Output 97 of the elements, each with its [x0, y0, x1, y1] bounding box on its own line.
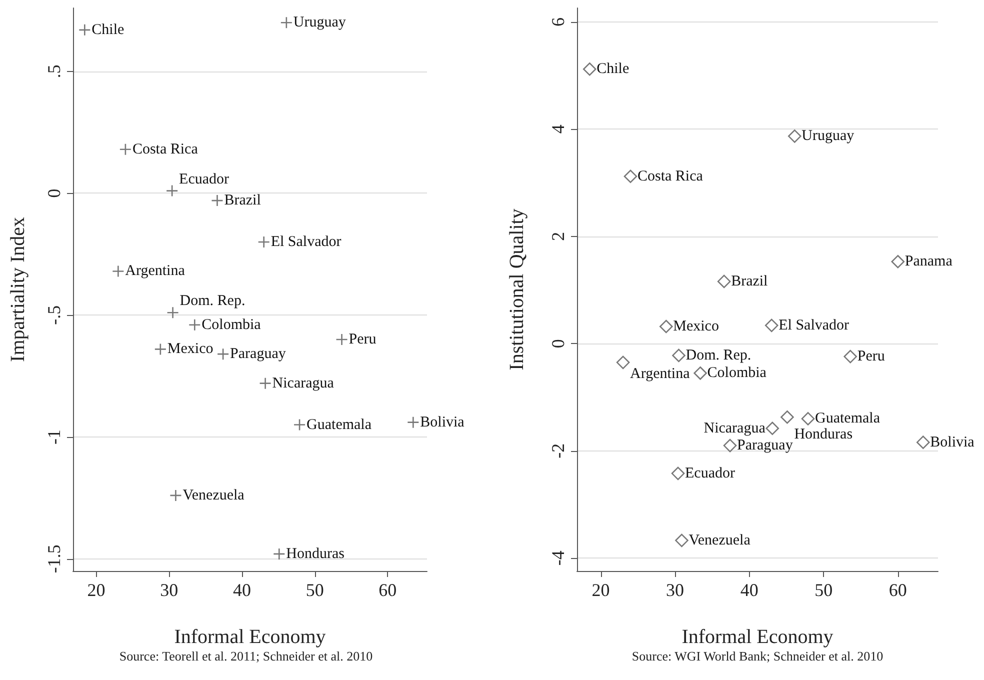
- x-tick-label: 40: [740, 580, 758, 600]
- annotation: Costa Rica: [132, 141, 198, 158]
- annotation: Dom. Rep.: [686, 347, 752, 364]
- point: [616, 356, 630, 370]
- annotation: Argentina: [630, 366, 690, 382]
- point: [216, 348, 230, 360]
- point: [723, 438, 737, 452]
- annotation: Ecuador: [179, 171, 230, 188]
- annotation: Mexico: [673, 318, 719, 334]
- point: [844, 350, 857, 364]
- point: [154, 343, 167, 356]
- y-tick-label: 4: [548, 124, 568, 134]
- point: [78, 24, 91, 36]
- annotation: Nicaragua: [704, 420, 766, 436]
- annotation: Venezuela: [688, 532, 751, 548]
- x-axis-title: Informal Economy: [174, 626, 326, 648]
- point: [624, 170, 638, 184]
- annotation: Bolivia: [420, 414, 465, 430]
- annotation: Bolivia: [930, 434, 975, 450]
- y-tick-label: .5: [44, 64, 64, 78]
- annotation: Argentina: [125, 263, 186, 280]
- x-tick-label: 50: [306, 580, 324, 600]
- point: [764, 318, 778, 332]
- annotation: Paraguay: [230, 346, 286, 362]
- y-tick-label: -1: [44, 429, 64, 444]
- annotation: Colombia: [707, 365, 767, 382]
- point: [170, 489, 182, 502]
- point: [259, 377, 272, 390]
- annotation: Guatemala: [306, 416, 372, 433]
- point: [112, 265, 124, 278]
- annotation: Nicaragua: [272, 375, 334, 392]
- y-axis-title: Impartiality Index: [7, 217, 29, 362]
- point: [258, 236, 270, 248]
- annotation: Costa Rica: [637, 168, 704, 184]
- y-tick-label: 6: [548, 17, 568, 26]
- y-tick-label: -1.5: [44, 544, 64, 574]
- point: [916, 436, 930, 449]
- point: [675, 534, 688, 548]
- annotation: Brazil: [731, 273, 768, 290]
- point: [780, 410, 794, 424]
- annotation: Paraguay: [737, 438, 794, 454]
- point: [293, 418, 306, 431]
- point: [272, 548, 286, 560]
- x-axis-title: Informal Economy: [682, 626, 834, 648]
- point: [766, 422, 780, 436]
- annotation: Brazil: [224, 192, 261, 209]
- point: [671, 466, 685, 480]
- point: [166, 306, 179, 319]
- y-axis-title: Institutional Quality: [506, 208, 528, 370]
- x-tick-label: 30: [160, 580, 178, 600]
- y-tick-label: 0: [44, 188, 64, 198]
- y-tick-label: -4: [548, 550, 568, 566]
- y-tick-label: 0: [548, 339, 568, 348]
- annotation: Guatemala: [815, 410, 880, 427]
- annotation: Uruguay: [293, 14, 346, 31]
- x-tick-label: 50: [814, 580, 833, 600]
- point: [119, 143, 132, 156]
- point: [582, 62, 596, 76]
- point: [336, 333, 348, 346]
- annotation: Chile: [92, 22, 124, 38]
- x-tick-label: 30: [666, 580, 684, 600]
- point: [659, 320, 673, 334]
- point: [211, 194, 224, 207]
- annotation: Panama: [904, 254, 953, 270]
- annotation: El Salvador: [778, 317, 850, 334]
- x-tick-label: 20: [87, 580, 106, 600]
- x-tick-label: 60: [888, 580, 907, 600]
- annotation: Colombia: [202, 316, 262, 333]
- annotation: Chile: [596, 61, 630, 78]
- point: [788, 130, 802, 143]
- y-tick-label: -.5: [44, 305, 64, 325]
- point: [166, 184, 178, 197]
- annotation: Venezuela: [182, 487, 245, 504]
- annotation: Dom. Rep.: [180, 293, 246, 310]
- annotation: Peru: [857, 348, 886, 365]
- point: [188, 318, 201, 331]
- point: [280, 16, 293, 29]
- point: [672, 348, 686, 362]
- x-tick-label: 40: [232, 580, 251, 600]
- annotation: Ecuador: [685, 465, 736, 482]
- y-tick-label: -2: [548, 443, 568, 458]
- annotation: Mexico: [167, 341, 214, 358]
- source-note: Source: Teorell et al. 2011; Schneider et al. 2010: [119, 648, 373, 664]
- point: [801, 412, 815, 426]
- annotation: Peru: [348, 331, 377, 348]
- point: [891, 254, 905, 268]
- source-note: Source: WGI World Bank; Schneider et al. 2010: [632, 648, 884, 664]
- annotation: Honduras: [794, 426, 853, 443]
- annotation: El Salvador: [270, 234, 342, 250]
- annotation: Uruguay: [802, 128, 855, 144]
- x-tick-label: 60: [378, 580, 397, 600]
- point: [694, 366, 707, 380]
- point: [717, 274, 731, 288]
- x-tick-label: 20: [592, 580, 610, 600]
- y-tick-label: 2: [548, 232, 568, 241]
- annotation: Honduras: [286, 546, 345, 562]
- point: [407, 416, 420, 428]
